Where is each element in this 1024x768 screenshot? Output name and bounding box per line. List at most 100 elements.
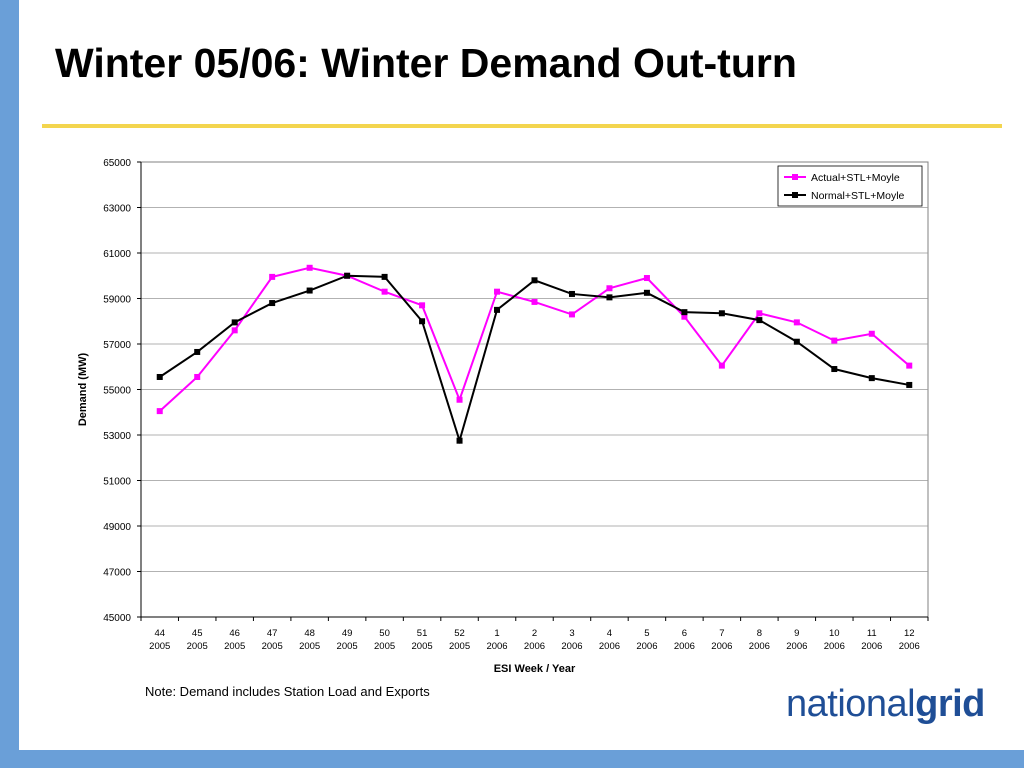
x-tick-label-year: 2006 bbox=[674, 641, 695, 652]
series-1-point bbox=[643, 289, 650, 296]
x-tick-label-week: 51 bbox=[417, 628, 428, 639]
left-accent-bar bbox=[0, 0, 19, 768]
x-tick-label-week: 10 bbox=[829, 628, 840, 639]
series-1-point bbox=[568, 290, 575, 297]
x-tick-label-year: 2006 bbox=[524, 641, 545, 652]
series-0-point bbox=[906, 362, 913, 369]
series-1-point bbox=[868, 375, 875, 382]
series-1-point bbox=[231, 319, 238, 326]
x-tick-label-year: 2006 bbox=[861, 641, 882, 652]
series-0-point bbox=[681, 313, 688, 320]
x-tick-label-year: 2005 bbox=[262, 641, 283, 652]
series-1-point bbox=[306, 287, 313, 294]
x-tick-label-year: 2005 bbox=[187, 641, 208, 652]
series-0-point bbox=[194, 373, 201, 380]
series-1-point bbox=[494, 306, 501, 313]
series-0-point bbox=[306, 264, 313, 271]
x-tick-label-week: 9 bbox=[794, 628, 799, 639]
x-tick-label-year: 2005 bbox=[299, 641, 320, 652]
y-tick-label: 53000 bbox=[103, 431, 131, 442]
chart-note: Note: Demand includes Station Load and E… bbox=[145, 684, 430, 699]
legend-swatch-marker bbox=[792, 174, 798, 180]
logo-text-national: national bbox=[786, 683, 916, 725]
x-tick-label-week: 3 bbox=[569, 628, 574, 639]
series-0-point bbox=[231, 327, 238, 334]
x-tick-label-year: 2006 bbox=[711, 641, 732, 652]
x-tick-label-week: 11 bbox=[867, 628, 877, 639]
title-divider bbox=[42, 124, 1002, 128]
series-1-point bbox=[906, 381, 913, 388]
legend-label: Normal+STL+Moyle bbox=[811, 190, 905, 202]
y-tick-label: 55000 bbox=[103, 386, 131, 397]
x-tick-label-week: 1 bbox=[494, 628, 499, 639]
x-tick-label-year: 2006 bbox=[636, 641, 657, 652]
x-tick-label-year: 2006 bbox=[561, 641, 582, 652]
x-tick-label-year: 2006 bbox=[786, 641, 807, 652]
legend-box bbox=[777, 165, 923, 207]
x-tick-label-week: 48 bbox=[304, 628, 315, 639]
series-0-point bbox=[718, 362, 725, 369]
y-tick-label: 47000 bbox=[103, 568, 131, 579]
series-0-point bbox=[793, 319, 800, 326]
x-tick-label-week: 47 bbox=[267, 628, 278, 639]
x-tick-label-year: 2006 bbox=[749, 641, 770, 652]
x-tick-label-week: 2 bbox=[532, 628, 537, 639]
x-tick-label-year: 2005 bbox=[224, 641, 245, 652]
series-1-point bbox=[419, 318, 426, 325]
x-tick-label-year: 2005 bbox=[149, 641, 170, 652]
x-tick-label-year: 2005 bbox=[449, 641, 470, 652]
series-0-point bbox=[643, 275, 650, 282]
x-tick-label-week: 6 bbox=[682, 628, 687, 639]
x-tick-label-week: 50 bbox=[379, 628, 390, 639]
x-tick-label-week: 45 bbox=[192, 628, 203, 639]
series-0-point bbox=[269, 273, 276, 280]
x-tick-label-year: 2006 bbox=[899, 641, 920, 652]
series-1-point bbox=[381, 273, 388, 280]
y-tick-label: 51000 bbox=[103, 477, 131, 488]
y-tick-label: 45000 bbox=[103, 613, 131, 624]
series-1-point bbox=[456, 437, 463, 444]
series-1-point bbox=[156, 373, 163, 380]
series-0-point bbox=[606, 285, 613, 292]
series-0-point bbox=[494, 288, 501, 295]
legend-label: Actual+STL+Moyle bbox=[811, 172, 900, 184]
x-tick-label-year: 2006 bbox=[599, 641, 620, 652]
series-1-point bbox=[718, 310, 725, 317]
series-0-point bbox=[156, 408, 163, 415]
series-1-point bbox=[194, 348, 201, 355]
x-tick-label-year: 2006 bbox=[486, 641, 507, 652]
series-1-point bbox=[681, 309, 688, 316]
series-1-point bbox=[606, 294, 613, 301]
bottom-accent-bar bbox=[0, 750, 1024, 768]
national-grid-logo: nationalgrid bbox=[786, 683, 985, 726]
series-0-point bbox=[756, 310, 763, 317]
x-tick-label-week: 12 bbox=[904, 628, 915, 639]
x-tick-label-week: 4 bbox=[607, 628, 612, 639]
x-tick-label-year: 2005 bbox=[337, 641, 358, 652]
series-1-point bbox=[531, 277, 538, 284]
series-0-point bbox=[568, 311, 575, 318]
slide-title: Winter 05/06: Winter Demand Out-turn bbox=[55, 40, 797, 86]
series-0-point bbox=[531, 298, 538, 305]
legend-swatch-marker bbox=[792, 192, 798, 198]
x-tick-label-week: 49 bbox=[342, 628, 353, 639]
series-0-point bbox=[381, 288, 388, 295]
y-tick-label: 65000 bbox=[103, 158, 131, 169]
x-tick-label-week: 8 bbox=[757, 628, 762, 639]
x-tick-label-week: 5 bbox=[644, 628, 649, 639]
x-axis-title: ESI Week / Year bbox=[494, 663, 576, 675]
x-tick-label-year: 2006 bbox=[824, 641, 845, 652]
series-1-point bbox=[831, 366, 838, 373]
y-tick-label: 57000 bbox=[103, 340, 131, 351]
x-tick-label-week: 52 bbox=[454, 628, 465, 639]
y-tick-label: 49000 bbox=[103, 522, 131, 533]
y-tick-label: 63000 bbox=[103, 204, 131, 215]
series-1-point bbox=[756, 317, 763, 324]
y-axis-title: Demand (MW) bbox=[77, 353, 89, 427]
series-0-point bbox=[456, 396, 463, 403]
x-tick-label-week: 46 bbox=[229, 628, 240, 639]
y-tick-label: 59000 bbox=[103, 295, 131, 306]
x-tick-label-year: 2005 bbox=[374, 641, 395, 652]
series-1-point bbox=[269, 300, 276, 307]
